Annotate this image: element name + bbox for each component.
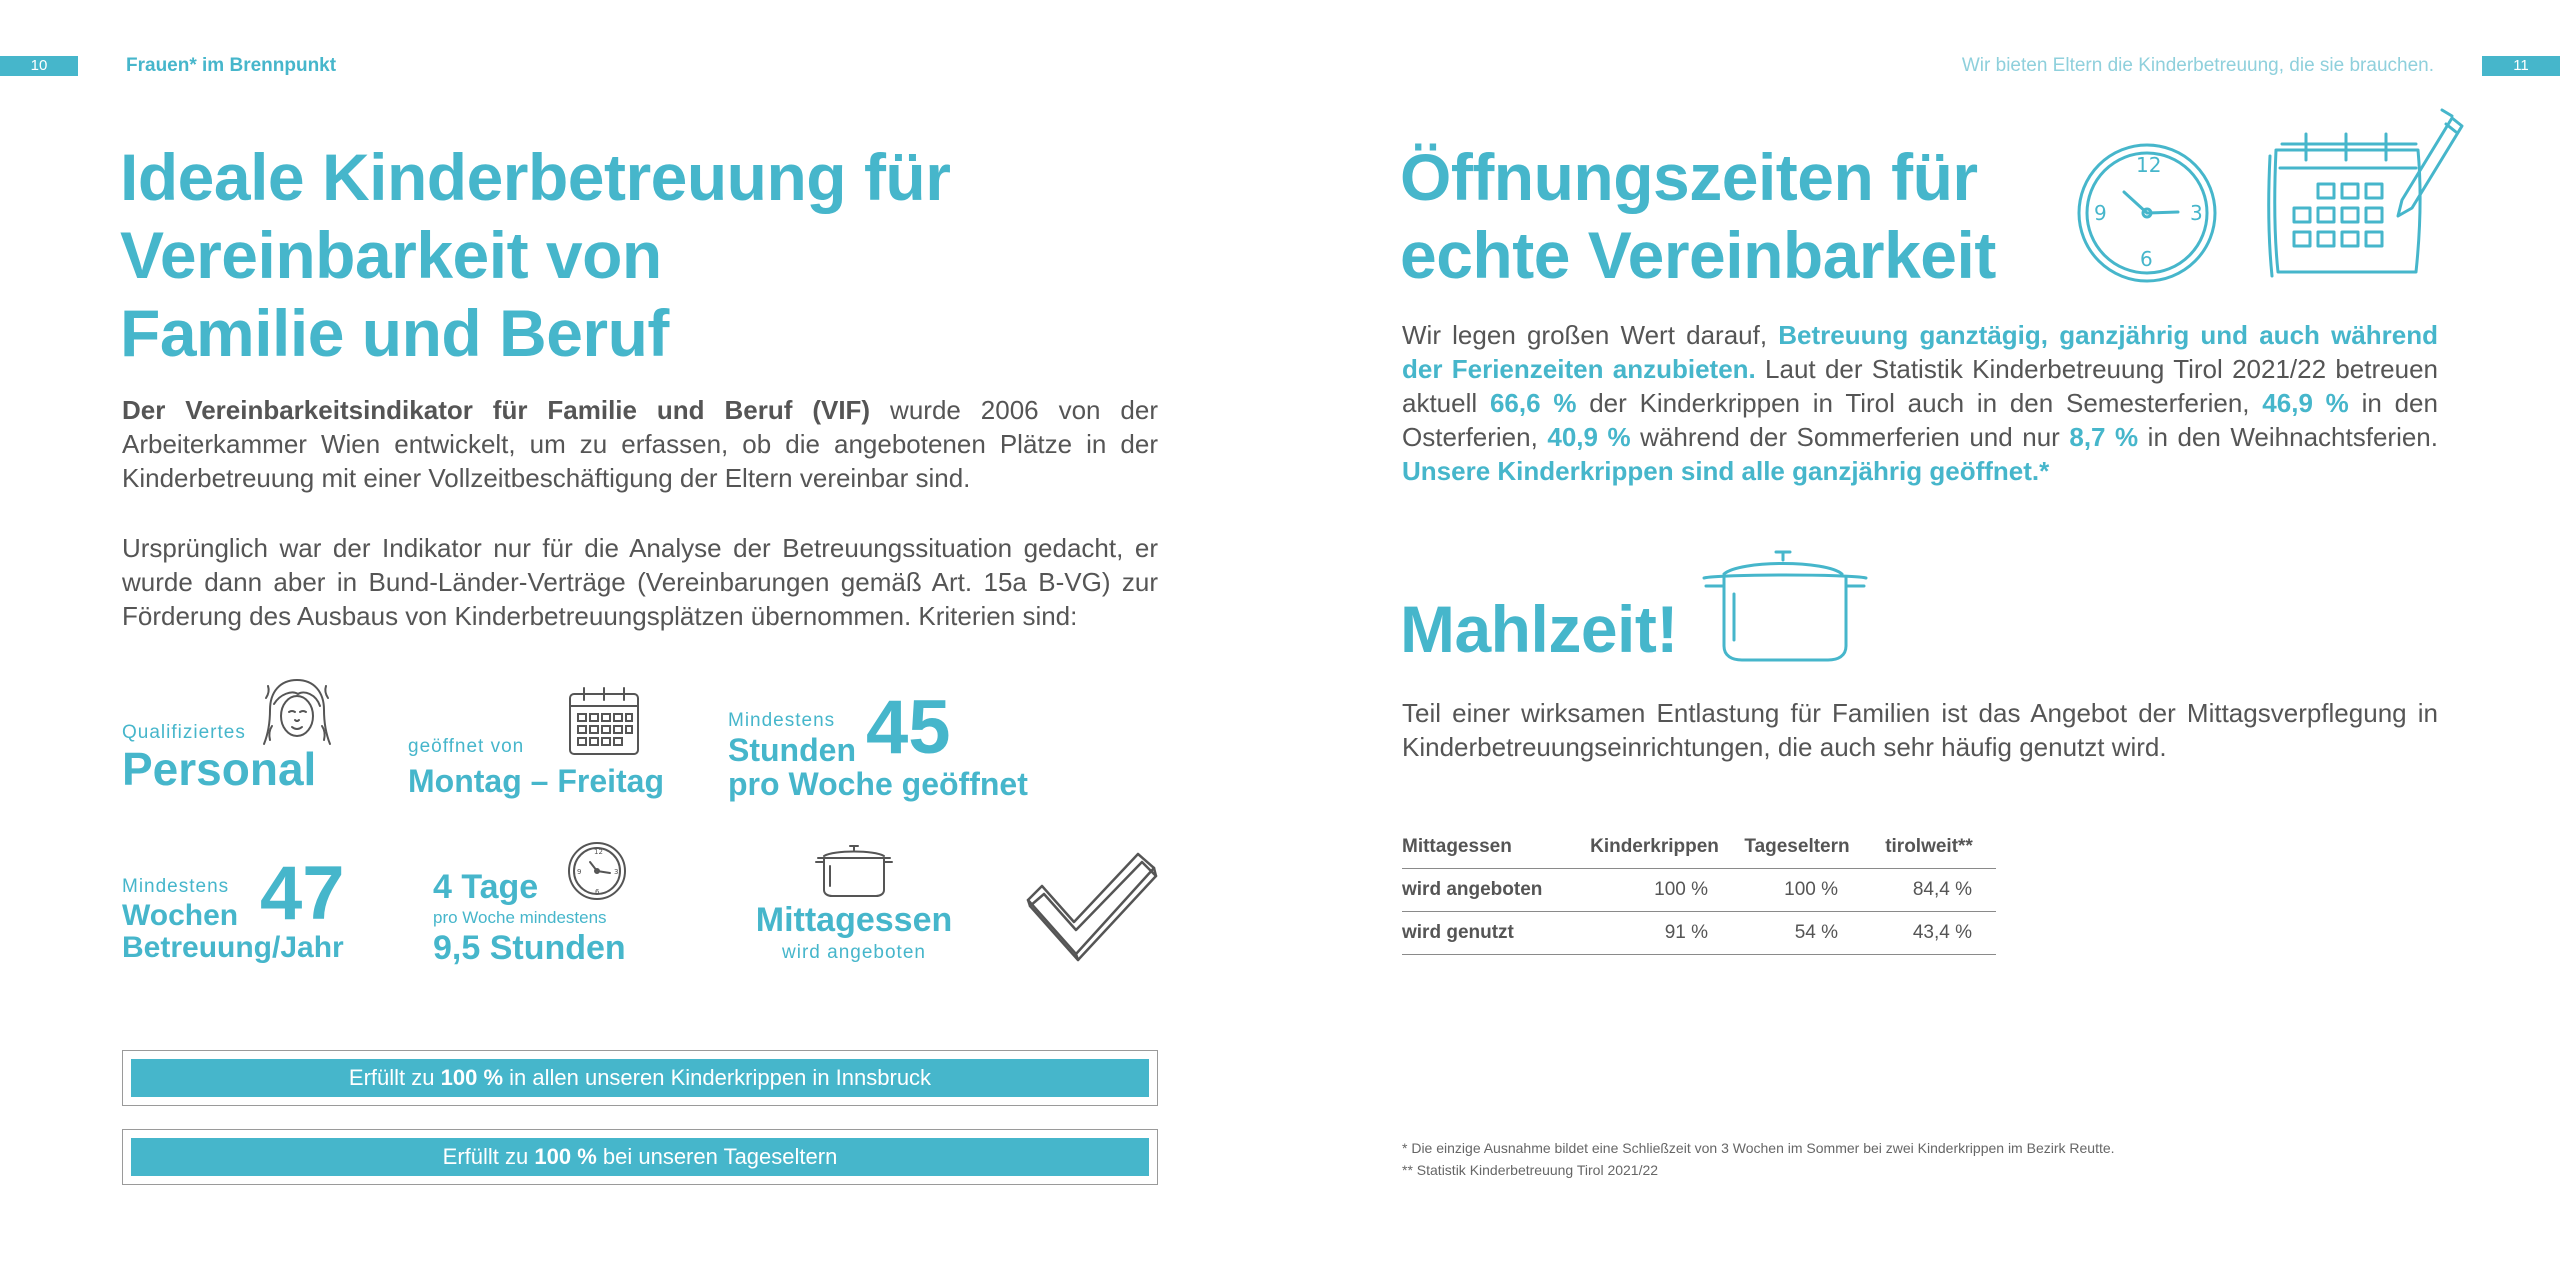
table-row: wird angeboten 100 % 100 % 84,4 %: [1402, 868, 1996, 912]
fulfilment-box-tageseltern: Erfüllt zu 100 % bei unseren Tageseltern: [122, 1129, 1158, 1185]
bar1-prefix: Erfüllt zu: [348, 1065, 441, 1090]
table-header-row: Mittagessen Kinderkrippen Tageseltern ti…: [1402, 830, 1996, 869]
right-title-line-2: echte Vereinbarkeit: [1400, 218, 1996, 292]
criterion-lunch-big: Mittagessen: [755, 901, 953, 939]
table-cell: wird angeboten: [1402, 868, 1577, 912]
table-header: Kinderkrippen: [1577, 830, 1732, 869]
meal-paragraph: Teil einer wirksamen Entlastung für Fami…: [1402, 698, 2438, 762]
right-title: Öffnungszeiten für echte Vereinbarkeit: [1400, 138, 1996, 294]
oh-text-5: während der Sommerferien und nur: [1630, 422, 2070, 452]
svg-text:3: 3: [2190, 201, 2203, 225]
right-title-line-1: Öffnungszeiten für: [1400, 140, 1978, 214]
svg-text:6: 6: [595, 888, 600, 896]
vif-intro-bold: Der Vereinbarkeitsindikator für Familie …: [122, 395, 871, 425]
oh-bold-6: Unsere Kinderkrippen sind alle ganzjähri…: [1402, 456, 2050, 486]
oh-text-6: in den Weihnachtsferien.: [2138, 422, 2438, 452]
fulfilment-bar-krippen: Erfüllt zu 100 % in allen unseren Kinder…: [131, 1059, 1149, 1097]
criterion-personal-small: Qualifiziertes: [122, 722, 246, 743]
left-title: Ideale Kinderbetreuung für Vereinbarkeit…: [120, 138, 951, 372]
calendar-pen-icon: [2267, 108, 2464, 278]
table-cell: 84,4 %: [1862, 868, 1996, 912]
criterion-personal-big: Personal: [122, 743, 317, 795]
criterion-weeks: Mindestens 47 Wochen Betreuung/Jahr: [122, 856, 382, 966]
criterion-hours-big2: pro Woche geöffnet: [728, 766, 1028, 802]
table-header: Tageseltern: [1732, 830, 1862, 869]
woman-face-icon: [263, 679, 331, 745]
criterion-opening-small: geöffnet von: [408, 736, 525, 757]
opening-hours-paragraph: Wir legen großen Wert darauf, Betreuung …: [1402, 318, 2438, 488]
left-running-title: Frauen* im Brennpunkt: [126, 55, 337, 76]
svg-text:9: 9: [2094, 201, 2107, 225]
svg-text:12: 12: [594, 848, 603, 856]
clock-large-icon: 12 3 6 9: [2077, 143, 2217, 283]
right-running-title: Wir bieten Eltern die Kinderbetreuung, d…: [1961, 55, 2434, 76]
criterion-days-small: pro Woche mindestens: [433, 908, 607, 927]
cooking-pot-small-icon: [815, 845, 893, 897]
right-page-number: 11: [2482, 56, 2560, 76]
criterion-hours-big1: Stunden: [728, 732, 856, 768]
cooking-pot-icon: [1702, 550, 1868, 662]
footnote-2: ** Statistik Kinderbetreuung Tirol 2021/…: [1402, 1162, 1659, 1178]
left-title-line-1: Ideale Kinderbetreuung für: [120, 140, 951, 214]
oh-bold-4: 40,9 %: [1547, 422, 1631, 452]
oh-text-1: Wir legen großen Wert darauf,: [1402, 320, 1779, 350]
svg-text:9: 9: [577, 868, 581, 876]
table-cell: 100 %: [1732, 868, 1862, 912]
left-title-line-3: Familie und Beruf: [120, 296, 669, 370]
oh-text-3: der Kinderkrippen in Tirol auch in den S…: [1576, 388, 2263, 418]
table-row: wird genutzt 91 % 54 % 43,4 %: [1402, 911, 1996, 955]
svg-text:3: 3: [614, 868, 618, 876]
oh-text-4: in den Osterferien,: [1402, 388, 2438, 452]
criterion-hours-small: Mindestens: [728, 710, 836, 731]
vif-intro-text: wurde 2006 von der Arbeiterkammer Wien e…: [122, 395, 1159, 493]
left-page-number: 10: [0, 56, 78, 76]
left-title-line-2: Vereinbarkeit von: [120, 218, 662, 292]
lunch-table: Mittagessen Kinderkrippen Tageseltern ti…: [1402, 830, 1996, 955]
oh-bold-1: Betreuung ganztägig, ganzjährig und auch…: [1402, 320, 2438, 384]
clock-icon: 12 3 6 9: [568, 842, 626, 900]
table-cell: 100 %: [1577, 868, 1732, 912]
criterion-days: 4 Tage pro Woche mindestens 9,5 Stunden: [433, 868, 626, 968]
fulfilment-bar-tageseltern: Erfüllt zu 100 % bei unseren Tageseltern: [131, 1138, 1149, 1176]
criterion-lunch: Mittagessen wird angeboten: [742, 900, 966, 964]
meal-title: Mahlzeit!: [1400, 592, 1678, 666]
criterion-lunch-small: wird angeboten: [782, 942, 926, 963]
bar1-suffix: in allen unseren Kinderkrippen in Innsbr…: [503, 1065, 932, 1090]
oh-bold-3: 46,9 %: [2262, 388, 2349, 418]
bar2-suffix: bei unseren Tageseltern: [596, 1144, 838, 1169]
oh-bold-5: 8,7 %: [2069, 422, 2139, 452]
criterion-days-big: 4 Tage: [433, 868, 539, 906]
indicator-paragraph: Ursprünglich war der Indikator nur für d…: [122, 533, 1158, 631]
criterion-opening-days: geöffnet von Montag – Freitag: [408, 736, 664, 800]
svg-text:12: 12: [2136, 153, 2161, 177]
bar1-percent: 100 %: [440, 1065, 504, 1090]
footnote-1: * Die einzige Ausnahme bildet eine Schli…: [1402, 1140, 2115, 1156]
oh-bold-2: 66,6 %: [1489, 388, 1577, 418]
criterion-weeks-small: Mindestens: [122, 876, 230, 897]
criterion-days-big2: 9,5 Stunden: [433, 929, 626, 967]
table-header: Mittagessen: [1402, 830, 1577, 869]
criterion-opening-big: Montag – Freitag: [408, 763, 665, 799]
fulfilment-box-krippen: Erfüllt zu 100 % in allen unseren Kinder…: [122, 1050, 1158, 1106]
bar2-percent: 100 %: [534, 1144, 597, 1169]
table-cell: wird genutzt: [1402, 911, 1577, 955]
table-cell: 91 %: [1577, 911, 1732, 955]
calendar-icon: [569, 687, 639, 755]
table-header: tirolweit**: [1862, 830, 1996, 869]
checkmark-icon: [1026, 852, 1158, 962]
table-cell: 43,4 %: [1862, 911, 1996, 955]
criterion-weeks-big2: Betreuung/Jahr: [122, 931, 344, 964]
criterion-hours: Mindestens 45 Stunden pro Woche geöffnet: [728, 690, 1028, 803]
criterion-personal: Qualifiziertes Personal: [122, 722, 316, 794]
bar2-prefix: Erfüllt zu: [442, 1144, 535, 1169]
oh-text-2: Laut der Statistik Kinderbetreuung Tirol…: [1402, 354, 2438, 418]
criterion-weeks-big1: Wochen: [122, 899, 239, 932]
svg-text:6: 6: [2140, 247, 2153, 271]
criterion-weeks-number: 47: [260, 851, 345, 936]
table-cell: 54 %: [1732, 911, 1862, 955]
vif-intro-paragraph: Der Vereinbarkeitsindikator für Familie …: [122, 393, 1158, 495]
criterion-hours-number: 45: [866, 685, 951, 770]
